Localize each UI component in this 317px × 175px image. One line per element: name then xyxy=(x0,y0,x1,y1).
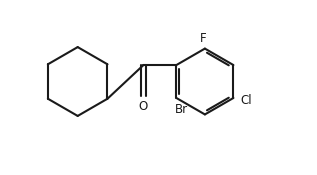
Text: O: O xyxy=(139,100,148,113)
Text: Br: Br xyxy=(175,103,188,116)
Text: Cl: Cl xyxy=(240,94,252,107)
Text: F: F xyxy=(200,32,207,45)
